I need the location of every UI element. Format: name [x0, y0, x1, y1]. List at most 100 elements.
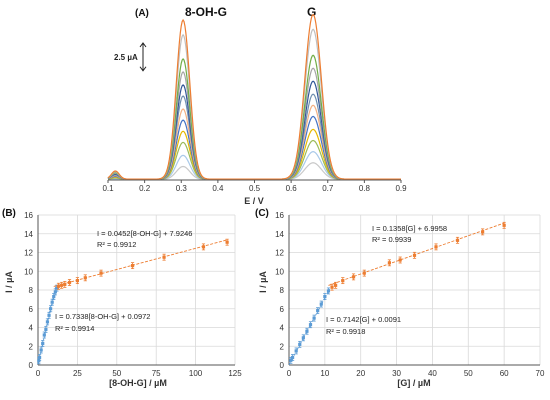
panel-c-data-point: [308, 323, 313, 327]
panel-c-data-point: [289, 358, 293, 362]
panel-a-x-tick-label: 0.3: [176, 184, 188, 193]
panel-b-data-point: [44, 327, 48, 331]
panel-c-x-tick-label: 40: [428, 369, 437, 378]
panel-b-data-point: [39, 348, 43, 352]
panel-b-y-tick-label: 12: [24, 249, 33, 258]
panel-c-y-tick-label: 16: [275, 211, 284, 220]
panel-b-data-point: [99, 271, 103, 275]
voltammogram-curve-11: [107, 28, 401, 180]
panel-b-y-tick-label: 8: [29, 286, 34, 295]
voltammogram-curve-4: [107, 128, 401, 180]
voltammogram-curve-7: [107, 93, 401, 180]
panel-c-data-point: [290, 355, 295, 360]
panel-c-upper-r2: R² = 0.9939: [372, 235, 411, 244]
panel-c-x-axis-label: [G] / µM: [397, 378, 430, 388]
panel-c-data-point: [312, 316, 316, 320]
panel-b-data-point: [47, 313, 51, 317]
panel-c-data-point: [301, 336, 305, 340]
panel-a-x-tick-label: 0.4: [212, 184, 224, 193]
panel-c-y-tick-label: 12: [275, 249, 284, 258]
panel-b-data-point: [67, 280, 72, 285]
panel-b-y-tick-label: 10: [24, 267, 33, 276]
panel-b-fit-line-2: [53, 239, 228, 287]
panel-c-data-point: [455, 238, 460, 242]
panel-c-lower-r2: R² = 0.9918: [326, 327, 365, 336]
panel-b-fit-line-1: [37, 286, 57, 365]
panel-a-x-tick-label: 0.7: [322, 184, 334, 193]
panel-c-data-point: [294, 349, 298, 353]
panel-a-x-tick-label: 0.2: [139, 184, 151, 193]
panel-b-data-point: [83, 276, 87, 280]
panel-c-y-tick-label: 0: [280, 361, 285, 370]
voltammogram-curve-9: [107, 67, 401, 180]
panel-c-x-tick-label: 20: [356, 369, 365, 378]
panel-a-x-tick-label: 0.6: [286, 184, 298, 193]
scale-bar-arrow-top: [139, 42, 147, 48]
panel-a-x-axis-label: E / V: [244, 196, 264, 206]
panel-a-x-ticks: 0.1 0.2 0.3 0.4 0.5 0.6 0.7 0.8 0.9: [102, 180, 407, 193]
voltammogram-curves: [107, 13, 401, 181]
panel-b-x-tick-label: 25: [73, 369, 82, 378]
panel-c-fit-line-2: [328, 222, 505, 286]
panel-b-data-point: [130, 264, 135, 268]
panel-b-y-tick-label: 14: [24, 230, 33, 239]
panel-b-x-tick-label: 75: [152, 369, 161, 378]
voltammogram-curve-12: [107, 13, 401, 180]
peak-label-g: G: [307, 5, 316, 19]
panel-b-y-tick-label: 2: [29, 342, 34, 351]
panel-b-data-point: [49, 307, 53, 311]
panel-c-x-tick-label: 0: [287, 369, 292, 378]
panel-c-data-point: [305, 329, 309, 333]
panel-b-data-point: [225, 240, 229, 244]
panel-b-ticks: 0 2 4 6 8 10 12 14 16 0 25 50 75 100 125: [24, 211, 242, 378]
panel-b-data-point: [53, 290, 57, 294]
panel-b-data-point: [60, 283, 64, 287]
panel-b-data-point: [50, 300, 54, 304]
panel-b-x-axis-label: [8-OH-G] / µM: [109, 378, 167, 388]
voltammogram-curve-6: [107, 104, 401, 180]
panel-b-x-tick-label: 0: [36, 369, 41, 378]
panel-a-x-tick-label: 0.9: [395, 184, 407, 193]
panel-c-x-tick-label: 10: [320, 369, 329, 378]
panel-b-y-tick-label: 6: [29, 305, 34, 314]
panel-b-data-point: [52, 294, 56, 299]
panel-c-upper-equation: I = 0.1358[G] + 6.9958: [372, 224, 447, 233]
panel-b-y-tick-label: 4: [29, 324, 34, 333]
panel-c-x-tick-label: 30: [392, 369, 401, 378]
panel-b-data-point: [75, 279, 79, 283]
panel-c-y-tick-label: 10: [275, 267, 284, 276]
panel-b-y-tick-label: 0: [29, 361, 34, 370]
panel-b-lower-equation: I = 0.7338[8-OH-G] + 0.0972: [55, 312, 150, 321]
panel-c-y-tick-label: 6: [280, 305, 285, 314]
panel-b-data-point: [56, 284, 61, 288]
panel-b-data-point: [37, 355, 42, 360]
voltammogram-curve-2: [107, 151, 401, 181]
panel-b-y-tick-label: 16: [24, 211, 33, 220]
panel-c-data-point: [481, 230, 485, 234]
panel-b-upper-equation: I = 0.0452[8-OH-G] + 7.9246: [97, 229, 192, 238]
panel-c-data-point: [330, 285, 334, 289]
panel-b-upper-r2: R² = 0.9912: [97, 240, 136, 249]
panel-b-data-point: [45, 320, 50, 324]
panel-c-grid: [288, 214, 541, 366]
panel-c-x-tick-label: 60: [500, 369, 509, 378]
panel-c-data-point: [316, 309, 320, 313]
voltammogram-curve-5: [107, 115, 401, 180]
panel-b-y-axis-label: I / µA: [4, 271, 14, 293]
panel-b-data-point: [55, 286, 59, 290]
panel-b-fit-lines: [37, 239, 228, 365]
scale-bar-label: 2.5 µA: [114, 53, 138, 62]
panel-b-data-point: [42, 333, 46, 337]
panel-c-data-point: [412, 253, 417, 257]
panel-a-voltammogram: (A) 8-OH-G G 2.5 µA 0.1 0.2 0.3 0.4 0.5 0.6 0.…: [102, 5, 407, 206]
panel-c-data-point: [387, 261, 391, 265]
panel-b-data-point: [201, 245, 206, 249]
panel-c-axes: [288, 215, 540, 366]
panel-c-y-axis-label: I / µA: [258, 271, 268, 293]
panel-b-data-points: [37, 238, 229, 365]
panel-b-data-point: [41, 341, 45, 346]
panel-a-x-tick-label: 0.8: [359, 184, 371, 193]
scale-bar-arrow-bottom: [139, 66, 147, 72]
panel-b-axes: [37, 215, 235, 366]
